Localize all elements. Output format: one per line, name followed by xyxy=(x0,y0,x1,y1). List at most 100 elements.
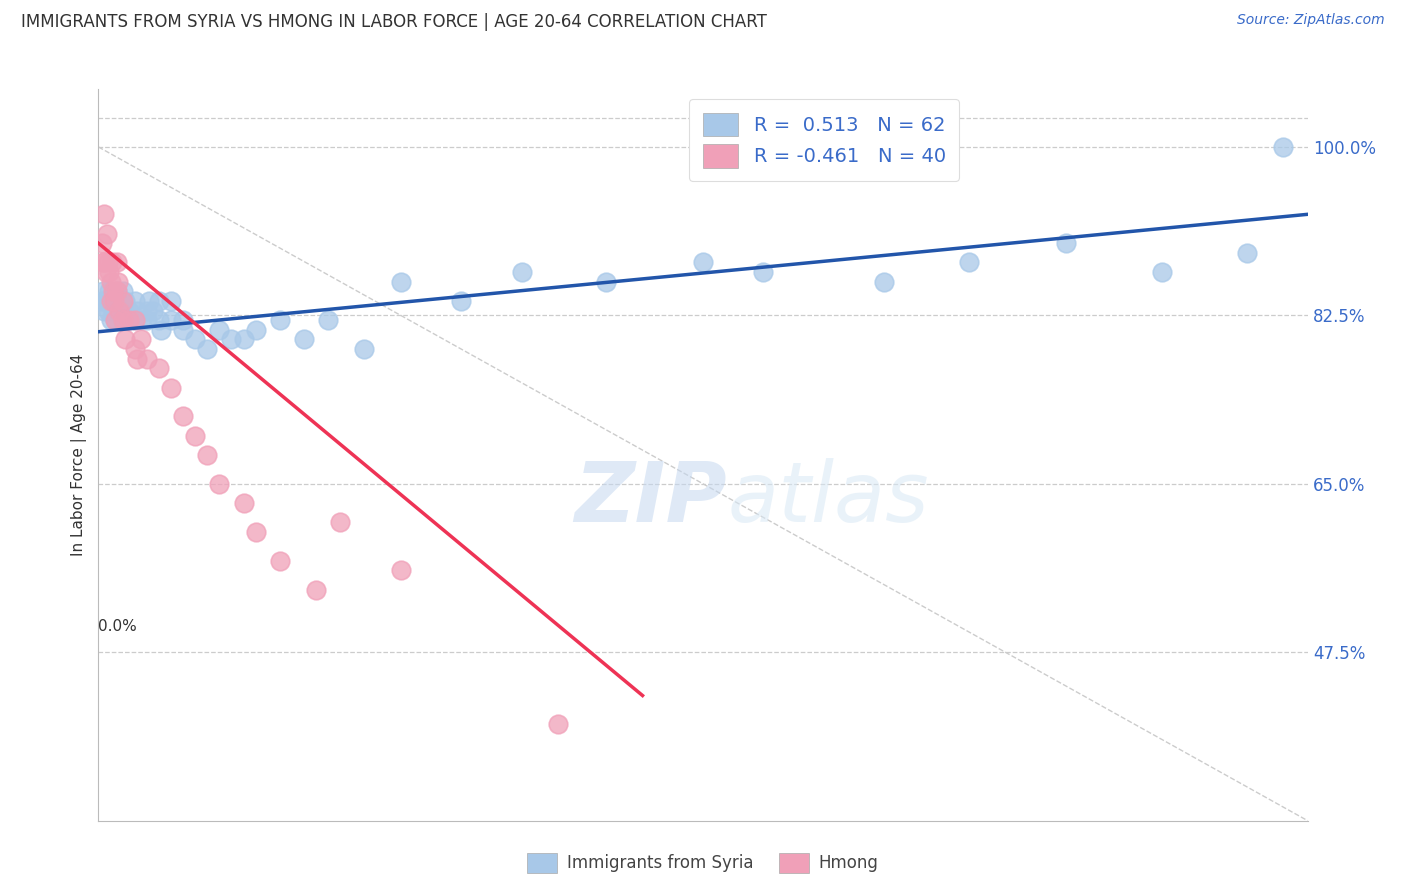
Point xyxy=(100,293,122,308)
Point xyxy=(100,255,122,269)
Point xyxy=(100,293,122,308)
Point xyxy=(1236,245,1258,260)
Point xyxy=(135,351,157,366)
Point xyxy=(124,293,146,308)
Point xyxy=(353,342,375,356)
Point xyxy=(103,293,125,308)
Text: 0.0%: 0.0% xyxy=(98,620,138,634)
Point xyxy=(389,275,412,289)
Point xyxy=(148,313,170,327)
Point xyxy=(160,293,183,308)
Point xyxy=(127,303,149,318)
Point xyxy=(129,333,152,347)
Text: IMMIGRANTS FROM SYRIA VS HMONG IN LABOR FORCE | AGE 20-64 CORRELATION CHART: IMMIGRANTS FROM SYRIA VS HMONG IN LABOR … xyxy=(21,13,766,31)
Point xyxy=(150,323,173,337)
Point xyxy=(93,207,115,221)
Point xyxy=(100,313,122,327)
Point xyxy=(305,582,328,597)
Point xyxy=(98,265,121,279)
Point xyxy=(172,323,194,337)
Point xyxy=(232,496,254,510)
Point xyxy=(100,293,122,308)
Point xyxy=(450,293,472,308)
Point xyxy=(269,554,291,568)
Point xyxy=(245,323,267,337)
Point xyxy=(124,342,146,356)
Point xyxy=(100,275,122,289)
Point xyxy=(124,313,146,327)
Text: Source: ZipAtlas.com: Source: ZipAtlas.com xyxy=(1237,13,1385,28)
Point xyxy=(138,293,160,308)
Point xyxy=(108,303,131,318)
Point xyxy=(104,313,127,327)
Point xyxy=(111,303,134,318)
Point xyxy=(105,285,128,299)
Point xyxy=(114,333,136,347)
Point xyxy=(269,313,291,327)
Point xyxy=(111,293,134,308)
Point xyxy=(105,303,128,318)
Y-axis label: In Labor Force | Age 20-64: In Labor Force | Age 20-64 xyxy=(72,354,87,556)
Point xyxy=(94,265,117,279)
Point xyxy=(172,313,194,327)
Point xyxy=(93,303,115,318)
Point xyxy=(91,293,114,308)
Point xyxy=(184,333,207,347)
Point xyxy=(91,236,114,251)
Point xyxy=(292,333,315,347)
Point xyxy=(957,255,980,269)
Text: atlas: atlas xyxy=(727,458,929,540)
Point xyxy=(160,313,183,327)
Point xyxy=(107,275,129,289)
Point xyxy=(111,285,134,299)
Point xyxy=(873,275,896,289)
Point xyxy=(595,275,617,289)
Point xyxy=(97,303,120,318)
Point xyxy=(111,313,134,327)
Point xyxy=(98,285,121,299)
Point xyxy=(105,255,128,269)
Point xyxy=(752,265,775,279)
Point xyxy=(232,333,254,347)
Point xyxy=(112,303,135,318)
Point xyxy=(105,285,128,299)
Point xyxy=(108,293,131,308)
Point xyxy=(115,313,138,327)
Point xyxy=(208,476,231,491)
Point xyxy=(1152,265,1174,279)
Point xyxy=(101,285,124,299)
Point xyxy=(148,361,170,376)
Point xyxy=(107,293,129,308)
Point xyxy=(148,293,170,308)
Point xyxy=(118,313,141,327)
Point xyxy=(316,313,339,327)
Point xyxy=(195,448,218,462)
Point xyxy=(108,303,131,318)
Point xyxy=(94,293,117,308)
Point xyxy=(96,227,118,241)
Legend: R =  0.513   N = 62, R = -0.461   N = 40: R = 0.513 N = 62, R = -0.461 N = 40 xyxy=(689,99,959,181)
Point xyxy=(129,313,152,327)
Point xyxy=(510,265,533,279)
Point xyxy=(547,717,569,731)
Point xyxy=(93,255,115,269)
Point xyxy=(160,380,183,394)
Point xyxy=(101,303,124,318)
Point xyxy=(97,255,120,269)
Point xyxy=(96,293,118,308)
Point xyxy=(135,303,157,318)
Point xyxy=(135,313,157,327)
Point xyxy=(111,313,134,327)
Text: ZIP: ZIP xyxy=(575,458,727,540)
Point xyxy=(245,524,267,539)
Point xyxy=(692,255,714,269)
Point xyxy=(329,516,352,530)
Point xyxy=(142,303,165,318)
Point xyxy=(1054,236,1077,251)
Point xyxy=(389,563,412,577)
Point xyxy=(221,333,243,347)
Point xyxy=(184,428,207,442)
Point xyxy=(124,313,146,327)
Point xyxy=(91,255,114,269)
Point xyxy=(103,293,125,308)
